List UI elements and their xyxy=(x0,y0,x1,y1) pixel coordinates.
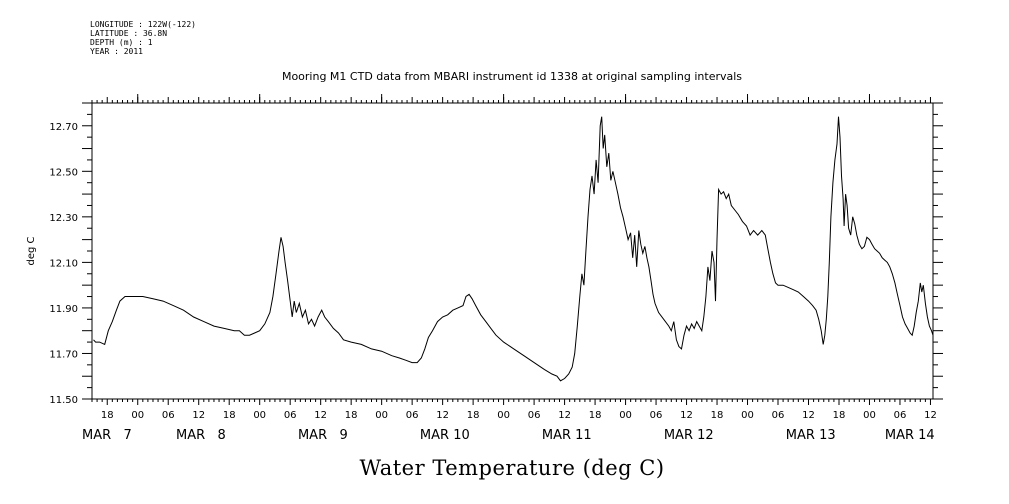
x-hour-tick-label: 18 xyxy=(467,410,480,421)
x-axis-label: Water Temperature (deg C) xyxy=(359,456,664,480)
x-date-label: MAR 8 xyxy=(176,428,226,443)
x-date-label: MAR 13 xyxy=(786,428,836,443)
latitude-text: LATITUDE : 36.8N xyxy=(90,29,168,38)
chart-title: Mooring M1 CTD data from MBARI instrumen… xyxy=(282,70,742,83)
x-hour-tick-label: 06 xyxy=(162,410,175,421)
y-axis: 11.50 11.70 11.90 12.10 12.30 12.50 12.70 xyxy=(49,102,943,406)
x-date-label: MAR 7 xyxy=(82,428,132,443)
x-hour-tick-label: 12 xyxy=(314,410,327,421)
x-hour-tick-label: 06 xyxy=(650,410,663,421)
x-date-label: MAR 9 xyxy=(298,428,348,443)
x-hour-tick-label: 00 xyxy=(375,410,388,421)
y-tick-label: 12.10 xyxy=(49,258,78,269)
x-date-label: MAR 14 xyxy=(885,428,935,443)
x-hour-tick-label: 00 xyxy=(131,410,144,421)
x-hour-tick-label: 18 xyxy=(345,410,358,421)
x-hour-tick-label: 12 xyxy=(436,410,449,421)
x-hour-tick-label: 18 xyxy=(589,410,602,421)
x-hour-tick-label: 06 xyxy=(406,410,419,421)
year-text: YEAR : 2011 xyxy=(90,47,143,56)
x-hour-tick-label: 12 xyxy=(802,410,815,421)
x-hour-tick-label: 06 xyxy=(772,410,785,421)
x-hour-tick-label: 06 xyxy=(894,410,907,421)
x-axis: 18 00 06 12 18 00 06 12 18 00 06 12 18 00 06 12 18 00 06 12… xyxy=(82,410,937,443)
y-tick-label: 11.90 xyxy=(49,304,78,315)
x-date-label: MAR 12 xyxy=(664,428,714,443)
water-temperature-line xyxy=(93,116,934,382)
x-hour-tick-label: 12 xyxy=(680,410,693,421)
plot-frame xyxy=(91,102,934,400)
x-hour-tick-label: 18 xyxy=(223,410,236,421)
longitude-text: LONGITUDE : 122W(-122) xyxy=(90,20,196,29)
y-tick-label: 11.50 xyxy=(49,395,78,406)
y-tick-label: 12.50 xyxy=(49,167,78,178)
x-hour-tick-label: 00 xyxy=(619,410,632,421)
x-hour-tick-label: 18 xyxy=(833,410,846,421)
x-hour-tick-label: 00 xyxy=(497,410,510,421)
x-hour-tick-label: 18 xyxy=(711,410,724,421)
depth-text: DEPTH (m) : 1 xyxy=(90,38,153,47)
x-hour-tick-label: 00 xyxy=(253,410,266,421)
x-hour-tick-label: 12 xyxy=(558,410,571,421)
x-hour-tick-label: 12 xyxy=(924,410,937,421)
y-tick-label: 11.70 xyxy=(49,349,78,360)
x-hour-tick-label: 12 xyxy=(192,410,205,421)
x-hour-tick-label: 00 xyxy=(741,410,754,421)
y-axis-label: deg C xyxy=(26,236,37,265)
x-date-label: MAR 11 xyxy=(542,428,592,443)
x-hour-tick-label: 06 xyxy=(528,410,541,421)
y-tick-label: 12.30 xyxy=(49,213,78,224)
x-hour-tick-label: 00 xyxy=(863,410,876,421)
minor-ticks xyxy=(91,94,931,405)
x-hour-tick-label: 18 xyxy=(101,410,114,421)
metadata-block: LONGITUDE : 122W(-122) LATITUDE : 36.8N … xyxy=(90,20,196,56)
x-hour-tick-label: 06 xyxy=(284,410,297,421)
y-tick-label: 12.70 xyxy=(49,122,78,133)
x-date-label: MAR 10 xyxy=(420,428,470,443)
